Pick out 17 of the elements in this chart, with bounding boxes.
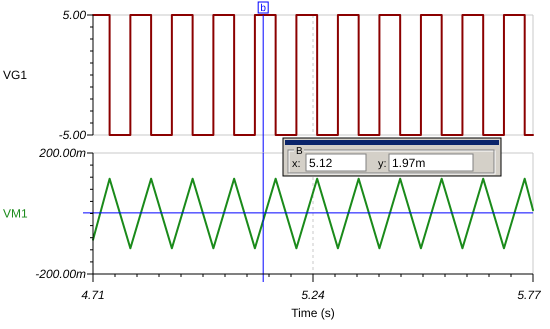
y-tick-label: 200.00m [38, 146, 86, 160]
annotation: 5.12 [309, 156, 333, 170]
y-axis-title: VG1 [3, 68, 28, 82]
y-tick-label: -200.00m [35, 267, 86, 281]
annotation: y: [378, 158, 387, 170]
x-axis-title: Time (s) [291, 306, 335, 320]
annotation: B [296, 146, 303, 157]
annotation: 1.97m [392, 156, 426, 170]
ref-line-label: b [260, 3, 266, 14]
annotation: x: [292, 158, 301, 170]
y-tick-label: -5.00 [58, 128, 86, 142]
x-tick-label: 5.77 [517, 288, 542, 302]
y-tick-label: 5.00 [62, 8, 86, 22]
x-tick-label: 4.71 [81, 288, 105, 302]
x-tick-label: 5.24 [301, 288, 325, 302]
line-series [92, 178, 534, 250]
text: VM1 [3, 206, 28, 220]
